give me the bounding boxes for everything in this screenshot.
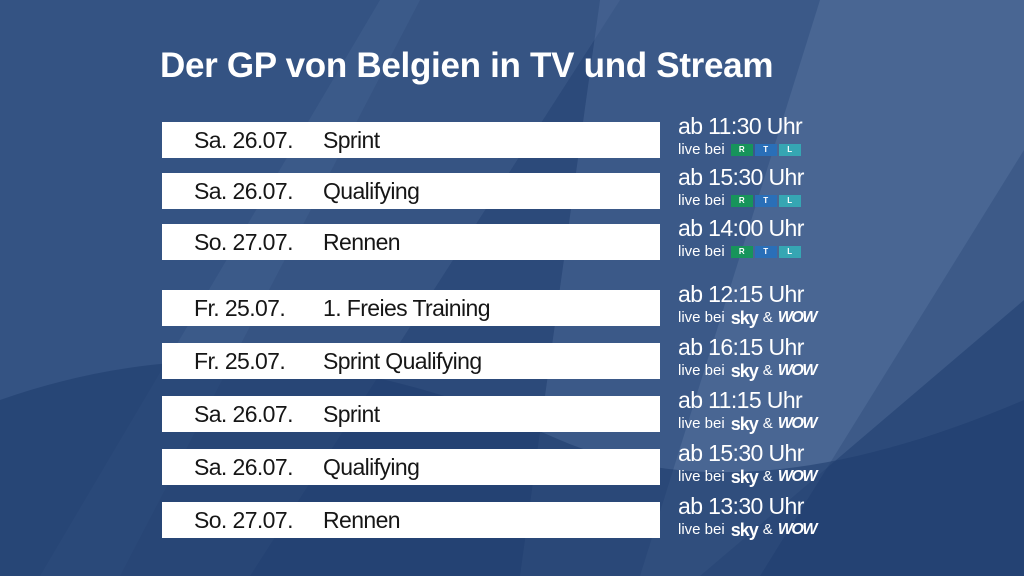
schedule-bar: Fr. 25.07. 1. Freies Training [162,290,660,326]
start-time: ab 14:00 Uhr [678,215,804,241]
broadcaster-info: live bei R T L [678,140,801,160]
rtl-letter-box: L [778,144,801,156]
schedule-row: Fr. 25.07. 1. Freies Training ab 12:15 Uhr… [162,281,842,330]
start-time: ab 15:30 Uhr [678,164,804,190]
start-time: ab 15:30 Uhr [678,440,804,466]
ampersand: & [762,468,773,485]
schedule-row: Sa. 26.07. Sprint ab 11:15 Uhr live bei sky &… [162,387,842,436]
session-date: So. 27.07. [194,507,293,533]
session-date: Sa. 26.07. [194,178,293,204]
rtl-letter-box: R [730,144,753,156]
session-date: Sa. 26.07. [194,454,293,480]
session-date: Fr. 25.07. [194,295,286,321]
start-time: ab 13:30 Uhr [678,493,804,519]
live-label: live bei [678,309,725,326]
live-label: live bei [678,141,725,158]
schedule-row: Sa. 26.07. Qualifying ab 15:30 Uhr live bei… [162,440,842,489]
session-name: Qualifying [323,178,420,204]
sky-logo: sky [730,467,759,487]
session-date: So. 27.07. [194,229,293,255]
broadcaster-info: live bei R T L [678,191,801,211]
rtl-letter-box: T [754,195,777,207]
sky-logo: sky [730,414,759,434]
rtl-letter-box: L [778,195,801,207]
sky-logo: sky [730,361,759,381]
schedule-bar: Sa. 26.07. Sprint [162,122,660,158]
rtl-letter-box: R [730,246,753,258]
broadcaster-info: live bei sky & WOW [678,520,818,540]
live-label: live bei [678,243,725,260]
ampersand: & [762,521,773,538]
live-label: live bei [678,192,725,209]
broadcaster-info: live bei sky & WOW [678,308,818,328]
schedule-bar: So. 27.07. Rennen [162,224,660,260]
session-name: Sprint [323,401,380,427]
ampersand: & [762,415,773,432]
schedule-row: So. 27.07. Rennen ab 14:00 Uhr live bei R T L [162,215,842,264]
start-time: ab 11:30 Uhr [678,113,803,139]
schedule-row: Sa. 26.07. Sprint ab 11:30 Uhr live bei R T L [162,113,842,162]
wow-logo: WOW [777,468,818,485]
rtl-letter-box: R [730,195,753,207]
ampersand: & [762,362,773,379]
session-name: Sprint [323,127,380,153]
live-label: live bei [678,415,725,432]
sky-logo: sky [730,308,759,328]
broadcaster-info: live bei R T L [678,242,801,262]
broadcaster-info: live bei sky & WOW [678,414,818,434]
schedule-bar: Fr. 25.07. Sprint Qualifying [162,343,660,379]
broadcaster-info: live bei sky & WOW [678,467,818,487]
live-label: live bei [678,362,725,379]
wow-logo: WOW [777,362,818,379]
session-name: 1. Freies Training [323,295,490,321]
page-title: Der GP von Belgien in TV und Stream [160,46,774,85]
wow-logo: WOW [777,309,818,326]
wow-logo: WOW [777,521,818,538]
session-name: Qualifying [323,454,420,480]
schedule-bar: Sa. 26.07. Qualifying [162,173,660,209]
rtl-letter-box: L [778,246,801,258]
wow-logo: WOW [777,415,818,432]
start-time: ab 11:15 Uhr [678,387,803,413]
schedule-row: Sa. 26.07. Qualifying ab 15:30 Uhr live bei… [162,164,842,213]
session-date: Sa. 26.07. [194,401,293,427]
broadcaster-info: live bei sky & WOW [678,361,818,381]
schedule-row: Fr. 25.07. Sprint Qualifying ab 16:15 Uhr l… [162,334,842,383]
session-name: Rennen [323,229,401,255]
ampersand: & [762,309,773,326]
rtl-letter-box: T [754,246,777,258]
session-date: Sa. 26.07. [194,127,293,153]
schedule-bar: Sa. 26.07. Qualifying [162,449,660,485]
schedule-row: So. 27.07. Rennen ab 13:30 Uhr live bei sky &… [162,493,842,542]
sky-logo: sky [730,520,759,540]
schedule-bar: Sa. 26.07. Sprint [162,396,660,432]
live-label: live bei [678,468,725,485]
session-name: Sprint Qualifying [323,348,482,374]
start-time: ab 12:15 Uhr [678,281,804,307]
schedule-bar: So. 27.07. Rennen [162,502,660,538]
start-time: ab 16:15 Uhr [678,334,804,360]
session-date: Fr. 25.07. [194,348,286,374]
rtl-letter-box: T [754,144,777,156]
live-label: live bei [678,521,725,538]
session-name: Rennen [323,507,401,533]
